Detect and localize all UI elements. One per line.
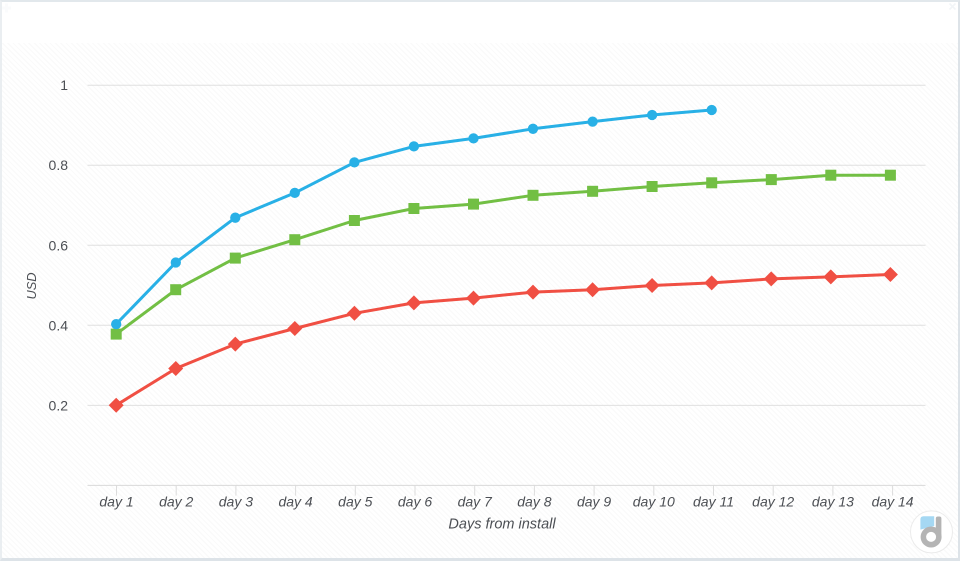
svg-text:day 14: day 14 xyxy=(872,494,914,510)
svg-text:Days from install: Days from install xyxy=(448,517,556,533)
svg-text:day 7: day 7 xyxy=(458,494,493,510)
svg-text:day 11: day 11 xyxy=(693,494,734,510)
svg-text:day 2: day 2 xyxy=(159,494,193,510)
svg-text:day 8: day 8 xyxy=(517,494,551,510)
svg-text:day 12: day 12 xyxy=(752,494,794,510)
svg-text:USD: USD xyxy=(24,272,39,299)
svg-text:1: 1 xyxy=(60,77,68,93)
svg-text:0.4: 0.4 xyxy=(49,317,69,333)
svg-text:day 4: day 4 xyxy=(278,494,312,510)
svg-text:0.6: 0.6 xyxy=(49,237,69,253)
svg-text:0.8: 0.8 xyxy=(49,157,69,173)
svg-text:day 6: day 6 xyxy=(398,494,432,510)
svg-text:day 5: day 5 xyxy=(338,494,372,510)
svg-text:day 13: day 13 xyxy=(812,494,854,510)
svg-text:day 10: day 10 xyxy=(633,494,675,510)
svg-text:0.2: 0.2 xyxy=(49,397,69,413)
svg-text:day 1: day 1 xyxy=(99,494,133,510)
svg-text:day 3: day 3 xyxy=(219,494,253,510)
svg-text:day 9: day 9 xyxy=(577,494,611,510)
